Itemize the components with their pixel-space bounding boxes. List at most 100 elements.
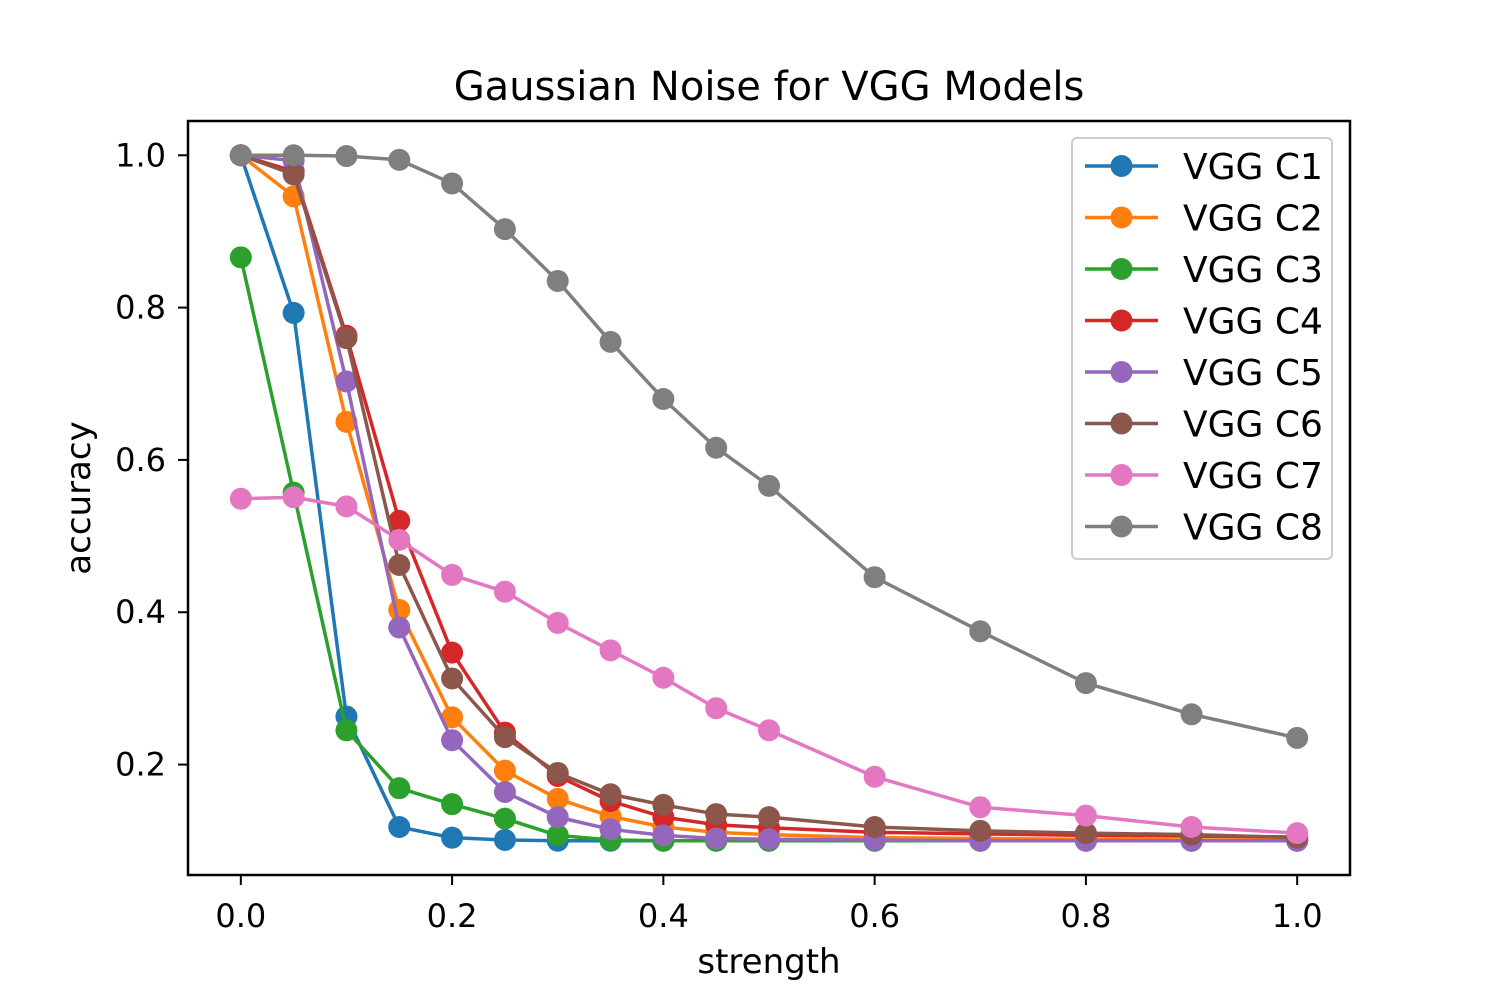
legend-marker bbox=[1110, 206, 1133, 229]
data-point-vgg-c2 bbox=[335, 410, 358, 433]
series-line-vgg-c6 bbox=[240, 153, 1298, 840]
data-point-vgg-c6 bbox=[758, 806, 780, 829]
data-point-vgg-c8 bbox=[969, 620, 992, 643]
legend-label: VGG C5 bbox=[1183, 353, 1323, 394]
data-point-vgg-c6 bbox=[1074, 822, 1097, 845]
legend-item-vgg-c8: VGG C8 bbox=[1085, 508, 1323, 549]
series-vgg-c7 bbox=[229, 486, 1309, 845]
data-point-vgg-c7 bbox=[546, 611, 569, 634]
data-point-vgg-c5 bbox=[599, 818, 622, 841]
data-point-vgg-c6 bbox=[705, 803, 728, 826]
y-axis-label: accuracy bbox=[59, 421, 99, 574]
data-point-vgg-c2 bbox=[546, 787, 569, 810]
legend-item-vgg-c3: VGG C3 bbox=[1085, 250, 1323, 291]
data-point-vgg-c7 bbox=[969, 796, 992, 819]
legend-marker bbox=[1110, 515, 1133, 538]
data-point-vgg-c3 bbox=[388, 777, 411, 800]
x-tick-label: 0.8 bbox=[1060, 897, 1111, 935]
data-point-vgg-c5 bbox=[758, 828, 780, 851]
data-point-vgg-c7 bbox=[705, 697, 728, 720]
y-tick-label: 0.8 bbox=[115, 289, 166, 327]
legend-item-vgg-c5: VGG C5 bbox=[1085, 353, 1323, 394]
data-point-vgg-c2 bbox=[493, 759, 516, 782]
legend-frame bbox=[1071, 137, 1333, 560]
x-tick-label: 0.6 bbox=[849, 897, 900, 935]
legend-marker bbox=[1110, 155, 1133, 177]
data-point-vgg-c3 bbox=[229, 246, 252, 269]
data-point-vgg-c6 bbox=[441, 667, 464, 690]
x-axis-label: strength bbox=[697, 942, 840, 982]
series-line-vgg-c4 bbox=[240, 153, 1298, 839]
data-point-vgg-c7 bbox=[229, 487, 252, 510]
data-point-vgg-c7 bbox=[863, 765, 886, 788]
data-point-vgg-c6 bbox=[493, 726, 516, 749]
data-point-vgg-c6 bbox=[335, 327, 358, 350]
data-point-vgg-c8 bbox=[229, 144, 252, 167]
data-point-vgg-c8 bbox=[705, 436, 728, 459]
data-point-vgg-c6 bbox=[652, 793, 675, 816]
legend-item-vgg-c7: VGG C7 bbox=[1085, 456, 1323, 497]
x-tick-label: 0.0 bbox=[215, 897, 266, 935]
legend-label: VGG C2 bbox=[1183, 199, 1323, 240]
y-axis: 0.2 0.4 0.6 0.8 1.0 bbox=[115, 136, 188, 784]
data-point-vgg-c5 bbox=[546, 806, 569, 829]
x-tick-label: 1.0 bbox=[1272, 897, 1323, 935]
data-point-vgg-c8 bbox=[546, 269, 569, 292]
series-line-vgg-c7 bbox=[240, 495, 1298, 835]
data-point-vgg-c7 bbox=[652, 666, 675, 689]
y-tick-label: 0.2 bbox=[115, 746, 166, 784]
data-point-vgg-c6 bbox=[969, 819, 992, 842]
series-line-vgg-c8 bbox=[240, 153, 1298, 740]
data-point-vgg-c3 bbox=[441, 793, 464, 816]
data-point-vgg-c8 bbox=[388, 148, 411, 171]
y-tick-label: 0.4 bbox=[115, 593, 166, 631]
data-point-vgg-c1 bbox=[388, 816, 411, 839]
legend-marker bbox=[1110, 464, 1133, 486]
data-point-vgg-c8 bbox=[1180, 703, 1203, 726]
data-point-vgg-c6 bbox=[546, 761, 569, 784]
data-point-vgg-c8 bbox=[758, 474, 780, 497]
data-point-vgg-c6 bbox=[388, 554, 411, 577]
data-point-vgg-c6 bbox=[599, 783, 622, 806]
data-point-vgg-c4 bbox=[388, 509, 411, 532]
x-axis: 0.0 0.2 0.4 0.6 0.8 1.0 bbox=[215, 875, 1323, 935]
data-point-vgg-c1 bbox=[493, 828, 516, 851]
series-line-vgg-c2 bbox=[239, 153, 1298, 842]
data-point-vgg-c5 bbox=[388, 616, 411, 639]
legend-marker bbox=[1110, 309, 1133, 332]
data-point-vgg-c7 bbox=[1286, 822, 1309, 845]
legend-label: VGG C7 bbox=[1183, 456, 1323, 497]
data-point-vgg-c8 bbox=[1286, 726, 1309, 749]
data-point-vgg-c8 bbox=[652, 387, 675, 410]
data-point-vgg-c7 bbox=[388, 528, 411, 551]
series-vgg-c8 bbox=[229, 144, 1309, 749]
data-point-vgg-c7 bbox=[599, 639, 622, 662]
data-point-vgg-c2 bbox=[441, 706, 464, 729]
data-point-vgg-c8 bbox=[282, 144, 305, 167]
data-point-vgg-c7 bbox=[282, 486, 305, 509]
data-point-vgg-c1 bbox=[441, 826, 464, 849]
data-point-vgg-c7 bbox=[758, 719, 780, 742]
data-point-vgg-c4 bbox=[441, 641, 464, 664]
series-layer bbox=[229, 144, 1309, 852]
data-point-vgg-c5 bbox=[652, 824, 675, 847]
data-point-vgg-c7 bbox=[1180, 816, 1203, 839]
data-point-vgg-c7 bbox=[441, 563, 464, 586]
legend-item-vgg-c4: VGG C4 bbox=[1085, 302, 1323, 343]
data-point-vgg-c1 bbox=[282, 301, 305, 324]
data-point-vgg-c8 bbox=[1074, 672, 1097, 695]
y-tick-label: 1.0 bbox=[115, 136, 166, 174]
legend: VGG C1 VGG C2 VGG C3 VGG C4 VGG C5 VGG C6 VGG … bbox=[1071, 137, 1333, 560]
data-point-vgg-c7 bbox=[1074, 804, 1097, 827]
data-point-vgg-c8 bbox=[441, 172, 464, 195]
data-point-vgg-c5 bbox=[335, 370, 358, 393]
data-point-vgg-c5 bbox=[441, 729, 464, 752]
y-tick-label: 0.6 bbox=[115, 441, 166, 479]
plot-frame bbox=[186, 119, 1352, 877]
legend-label: VGG C6 bbox=[1183, 405, 1323, 446]
legend-label: VGG C4 bbox=[1183, 302, 1323, 343]
data-point-vgg-c5 bbox=[705, 827, 728, 850]
data-point-vgg-c6 bbox=[282, 163, 305, 186]
data-point-vgg-c7 bbox=[335, 495, 358, 518]
